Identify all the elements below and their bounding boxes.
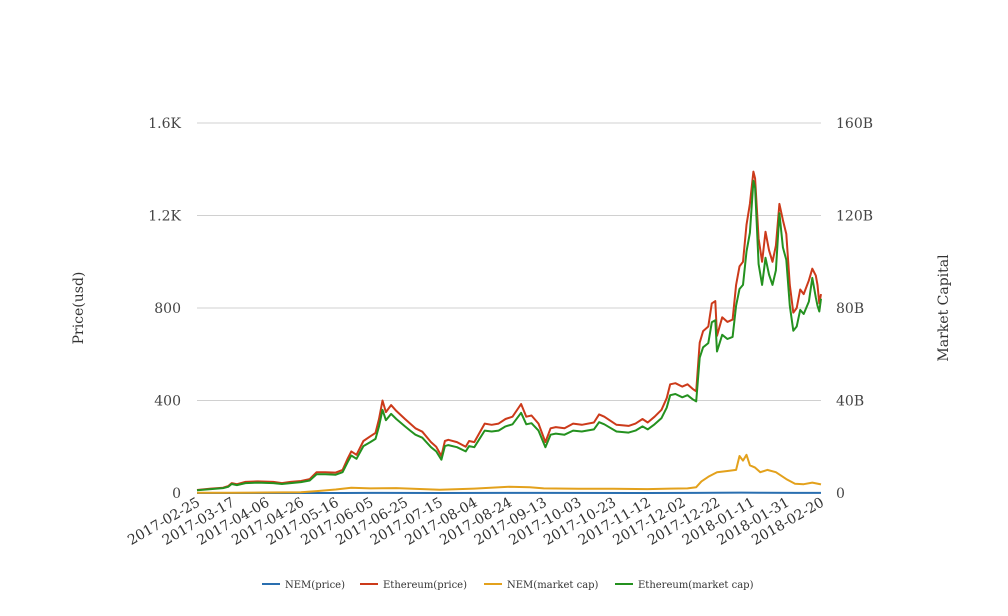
y-left-tick-label: 1.2K bbox=[148, 209, 181, 225]
legend-label: Ethereum(market cap) bbox=[638, 580, 754, 591]
y-right-tick-label: 160B bbox=[836, 116, 873, 132]
left-axis-title: Price(usd) bbox=[71, 272, 87, 345]
series-layer bbox=[196, 170, 822, 494]
right-y-axis: 0 40B 80B 120B 160B bbox=[836, 116, 873, 502]
y-left-tick-label: 800 bbox=[154, 301, 181, 317]
y-left-tick-label: 400 bbox=[154, 394, 181, 410]
legend-label: NEM(price) bbox=[285, 580, 345, 591]
right-axis-title: Market Capital bbox=[936, 254, 952, 362]
x-axis: 2017-02-252017-03-172017-04-062017-04-26… bbox=[125, 495, 827, 549]
y-right-tick-label: 120B bbox=[836, 209, 873, 225]
legend-item: NEM(market cap) bbox=[484, 580, 599, 591]
series-line bbox=[196, 179, 822, 492]
legend-item: Ethereum(price) bbox=[360, 580, 467, 591]
legend: NEM(price) Ethereum(price) NEM(market cap)… bbox=[262, 580, 754, 591]
legend-label: NEM(market cap) bbox=[507, 580, 599, 591]
left-y-axis: 0 400 800 1.2K 1.6K bbox=[148, 116, 181, 502]
y-left-tick-label: 0 bbox=[172, 486, 181, 502]
series-line bbox=[197, 453, 822, 494]
series-line bbox=[196, 170, 822, 491]
y-right-tick-label: 0 bbox=[836, 486, 845, 502]
grid bbox=[197, 122, 821, 494]
legend-label: Ethereum(price) bbox=[383, 580, 467, 591]
y-right-tick-label: 40B bbox=[836, 394, 864, 410]
legend-item: NEM(price) bbox=[262, 580, 345, 591]
legend-item: Ethereum(market cap) bbox=[615, 580, 754, 591]
y-left-tick-label: 1.6K bbox=[148, 116, 181, 132]
y-right-tick-label: 80B bbox=[836, 301, 864, 317]
